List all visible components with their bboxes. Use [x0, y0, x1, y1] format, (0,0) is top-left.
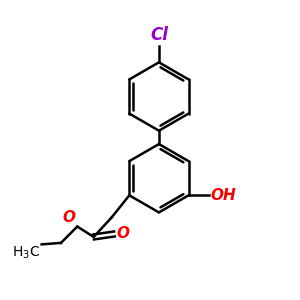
Text: OH: OH: [211, 188, 237, 203]
Text: O: O: [63, 210, 76, 225]
Text: Cl: Cl: [150, 26, 168, 44]
Text: O: O: [116, 226, 130, 242]
Text: H$_3$C: H$_3$C: [12, 245, 40, 261]
